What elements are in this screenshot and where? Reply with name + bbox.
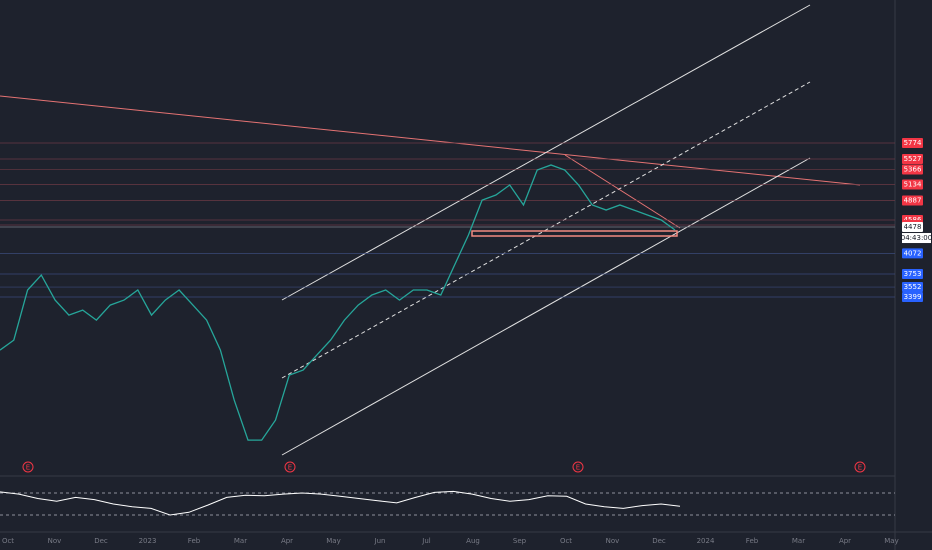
price-label: 5774: [904, 139, 922, 147]
x-tick-label: Feb: [188, 537, 201, 545]
event-label: E: [576, 464, 580, 472]
price-line: [0, 164, 676, 441]
x-tick-label: May: [884, 537, 898, 545]
event-marker: [572, 461, 584, 473]
x-tick-label: 2023: [139, 537, 157, 545]
channel-lower: [281, 157, 811, 456]
price-label-bg: [902, 195, 923, 206]
wedge-line: [564, 154, 681, 229]
x-tick-label: Jul: [421, 537, 431, 545]
x-tick-label: Nov: [606, 537, 620, 545]
event-label: E: [26, 464, 30, 472]
x-tick-label: Jun: [374, 537, 386, 545]
x-tick-label: Apr: [839, 537, 851, 545]
price-label-bg: [902, 282, 923, 293]
price-label-bg: [902, 248, 923, 259]
x-tick-label: Feb: [746, 537, 759, 545]
x-tick-label: 2024: [697, 537, 715, 545]
event-label: E: [288, 464, 292, 472]
price-label: 5134: [904, 180, 922, 188]
price-label: 3753: [904, 270, 922, 278]
x-tick-label: Nov: [48, 537, 62, 545]
x-tick-label: Oct: [560, 537, 572, 545]
x-tick-label: May: [326, 537, 340, 545]
x-tick-label: Mar: [792, 537, 805, 545]
price-label-bg: [902, 164, 923, 175]
price-label-bg: [902, 154, 923, 165]
channel-upper: [281, 4, 811, 301]
trend-line: [0, 95, 861, 186]
price-label: 4072: [904, 249, 922, 257]
rsi-line: [0, 490, 681, 516]
event-marker: [854, 461, 866, 473]
price-label: 4887: [904, 197, 922, 205]
channel-mid: [281, 81, 811, 379]
price-label: 5366: [904, 165, 922, 173]
price-label: 5527: [904, 155, 922, 163]
x-tick-label: Oct: [2, 537, 14, 545]
price-label: 3552: [904, 283, 922, 291]
x-tick-label: Dec: [652, 537, 666, 545]
x-tick-label: Aug: [466, 537, 480, 545]
x-tick-label: Mar: [234, 537, 247, 545]
event-marker: [284, 461, 296, 473]
event-marker: [22, 461, 34, 473]
price-label: 3399: [904, 293, 922, 301]
x-tick-label: Sep: [513, 537, 527, 545]
countdown: 04:43:00: [901, 234, 932, 242]
price-label-bg: [902, 138, 923, 149]
price-label-bg: [902, 269, 923, 280]
countdown-bg: [902, 233, 931, 244]
price-label-bg: [902, 222, 923, 233]
support-zone: [471, 230, 678, 237]
price-label-bg: [902, 291, 923, 302]
price-label-bg: [902, 179, 923, 190]
price-label: 4478: [904, 223, 922, 231]
x-tick-label: Dec: [94, 537, 108, 545]
event-label: E: [858, 464, 862, 472]
x-tick-label: Apr: [281, 537, 293, 545]
